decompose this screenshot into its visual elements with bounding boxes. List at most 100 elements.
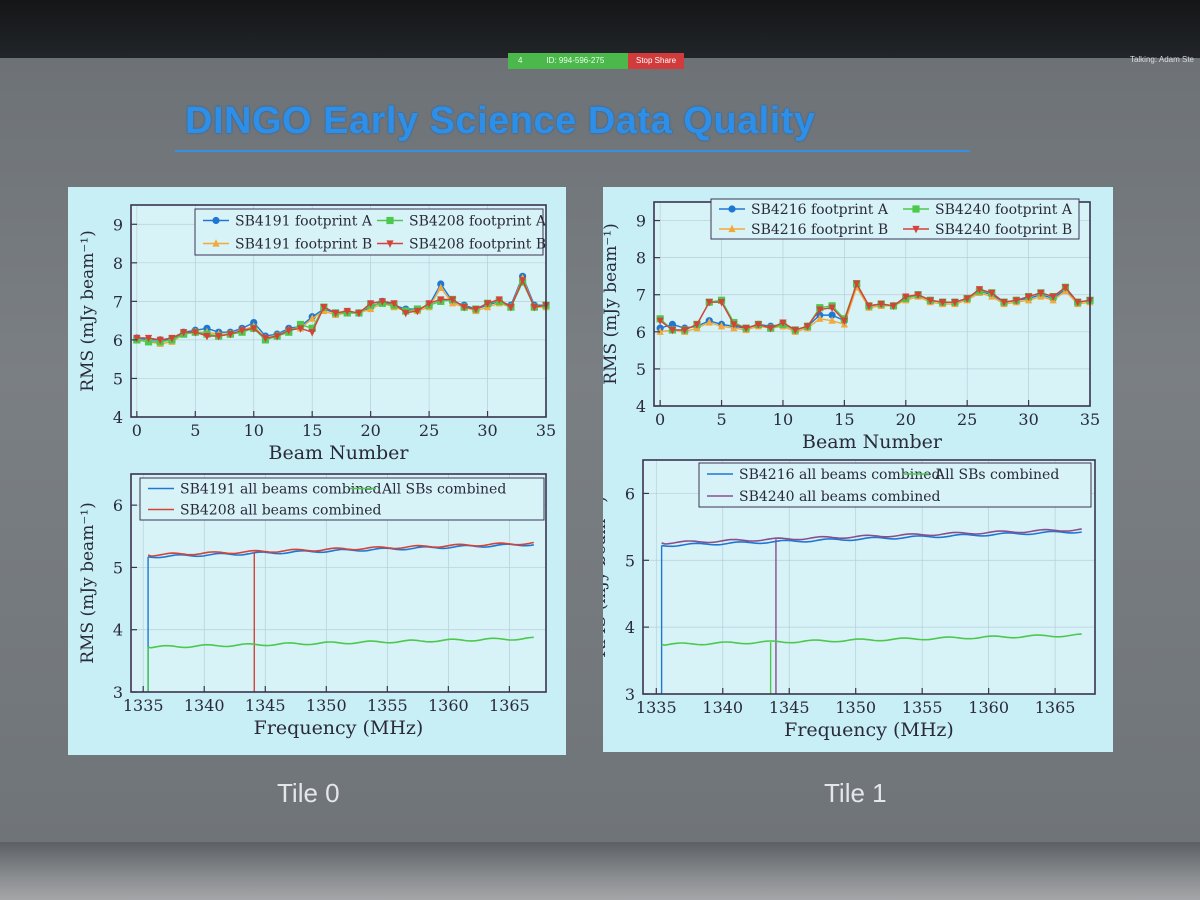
tile0-beam-tick-label-x: 25 [419, 421, 439, 440]
tile1-beam-point [1049, 293, 1057, 301]
tile1-beam-point [705, 318, 713, 326]
tile0-beam-point [437, 283, 445, 291]
tile0-beam-point [261, 334, 270, 343]
tile1-beam-legend [710, 198, 1080, 240]
tile0-beam-point [308, 324, 316, 332]
tile1-beam-y-axis-label: RMS (mJy beam⁻¹) [603, 223, 621, 384]
tile1-beam-chart: 0 5 10 15 20 25 30 35 4 5 6 7 8 9 Beam Number RMS (mJy … [603, 198, 1100, 453]
audience-area [0, 842, 1200, 900]
tile0-beam-point [296, 320, 305, 329]
tile0-beam-legend-label: SB4191 footprint B [235, 237, 372, 253]
tile1-beam-tick-label-y: 5 [636, 360, 646, 379]
slide-title: DINGO Early Science Data Quality [185, 100, 816, 142]
tile1-beam-point [840, 317, 848, 326]
tile1-beam-point [926, 297, 934, 305]
tile1-panel: 0 5 10 15 20 25 30 35 4 5 6 7 8 9 Beam Number RMS (mJy … [603, 187, 1113, 752]
tile0-beam-legend-label: SB4208 footprint A [409, 214, 547, 230]
tile1-freq-tick-label-x: 1335 [636, 698, 677, 717]
tile0-beam-point [483, 300, 492, 308]
tile1-beam-point [681, 326, 689, 335]
tile0-beam-legend-marker [386, 240, 394, 248]
tile1-beam-point [963, 295, 971, 303]
tile0-beam-point [367, 300, 375, 308]
tile0-label: Tile 0 [277, 778, 340, 808]
tile1-beam-point [1037, 289, 1045, 298]
tile0-beam-point [413, 307, 422, 316]
tile0-freq-series-line-1 [147, 541, 534, 557]
meeting-id-badge[interactable]: 4 ID: 994-596-275 [508, 53, 628, 69]
tile1-freq-series-line-0 [661, 530, 1082, 548]
tile0-beam-point [133, 334, 141, 343]
tile1-beam-point [705, 299, 713, 307]
tile1-beam-tick-label-x: 20 [896, 410, 916, 429]
tile0-beam-point [168, 334, 176, 343]
tile0-beam-tick-label-x: 35 [536, 421, 556, 440]
tile1-beam-tick-label-x: 0 [655, 410, 665, 429]
tile0-beam-point [226, 331, 234, 339]
tile1-beam-point [668, 320, 677, 328]
tile1-beam-point [803, 323, 812, 331]
tile0-beam-point [296, 325, 305, 333]
tile1-beam-point [730, 321, 738, 329]
tile1-label: Tile 1 [824, 778, 887, 808]
tile1-beam-point [767, 325, 775, 333]
tile1-beam-legend-label: SB4240 footprint B [935, 222, 1072, 238]
tile1-beam-point [717, 321, 726, 330]
tile0-beam-point [378, 298, 386, 306]
tile1-beam-legend-label: SB4216 footprint A [751, 202, 889, 218]
tile1-beam-point [668, 326, 677, 335]
tile0-beam-point [156, 336, 164, 345]
tile1-beam-point [1061, 284, 1070, 292]
stop-share-button[interactable]: Stop Share [628, 53, 685, 69]
tile1-beam-tick-label-x: 25 [957, 410, 977, 429]
tile0-beam-x-axis-label: Beam Number [269, 442, 410, 464]
share-indicator: 4 [518, 56, 523, 65]
tile0-beam-tick-label-y: 7 [113, 292, 123, 311]
tile1-freq-chart: 1335 1340 1345 1350 1355 1360 1365 3 4 5 6 Frequenc… [603, 459, 1096, 741]
tile1-beam-tick-label-x: 10 [773, 410, 793, 429]
tile0-panel: 0 5 10 15 20 25 30 35 4 5 6 7 8 9 Beam Number RMS (mJy … [68, 187, 566, 755]
tile0-freq-tick-label-x: 1340 [184, 696, 225, 715]
tile1-beam-tick-label-x: 5 [716, 410, 726, 429]
tile0-beam-point [402, 309, 410, 318]
tile1-beam-tick-label-y: 6 [636, 323, 646, 342]
tile0-freq-tick-label-x: 1360 [428, 696, 469, 715]
tile0-freq-tick-label-x: 1335 [123, 696, 164, 715]
tile1-freq-legend-label: SB4240 all beams combined [739, 489, 941, 505]
tile0-freq-axes-frame [130, 473, 547, 693]
tile0-beam-point [285, 327, 293, 335]
tile0-freq-y-axis-label: RMS (mJy beam⁻¹) [78, 502, 98, 663]
tile0-beam-point [273, 332, 281, 341]
tile0-beam-chart: 0 5 10 15 20 25 30 35 4 5 6 7 8 9 Beam Number RMS (mJy … [78, 204, 556, 464]
tile0-freq-tick-label-y: 5 [113, 558, 123, 577]
tile0-beam-tick-label-x: 20 [360, 421, 380, 440]
tile0-freq-tick-label-x: 1350 [306, 696, 347, 715]
tile1-beam-point [865, 302, 873, 311]
tile1-beam-point [816, 314, 824, 322]
tile1-beam-tick-label-y: 4 [636, 397, 646, 416]
tile1-freq-tick-label-y: 6 [625, 484, 635, 503]
tile1-beam-x-axis-label: Beam Number [802, 431, 943, 453]
tile0-beam-point [320, 304, 328, 312]
tile0-beam-legend-label: SB4208 footprint B [409, 237, 546, 253]
tile0-beam-point [519, 277, 527, 285]
tile1-freq-tick-label-x: 1355 [902, 698, 943, 717]
tile0-freq-tick-label-y: 4 [113, 621, 123, 640]
tile1-beam-tick-label-x: 15 [834, 410, 854, 429]
tile0-beam-point [215, 332, 223, 341]
tile1-beam-point [951, 299, 959, 307]
tile0-beam-tick-label-x: 15 [302, 421, 322, 440]
tile1-beam-point [1074, 299, 1082, 307]
tile1-freq-y-axis-label: RMS (mJy beam⁻¹) [603, 496, 610, 657]
tile1-beam-point [693, 321, 701, 329]
tile1-beam-point [779, 319, 787, 327]
tile0-freq-legend [139, 477, 545, 521]
tile0-beam-point [308, 329, 316, 337]
tile0-freq-legend-label: All SBs combined [381, 482, 506, 498]
tile0-beam-tick-label-y: 4 [113, 408, 123, 427]
tile1-beam-point [1024, 293, 1033, 301]
tile1-freq-tick-label-x: 1340 [702, 698, 743, 717]
tile1-beam-point [902, 293, 910, 301]
tile1-beam-point [877, 300, 885, 309]
